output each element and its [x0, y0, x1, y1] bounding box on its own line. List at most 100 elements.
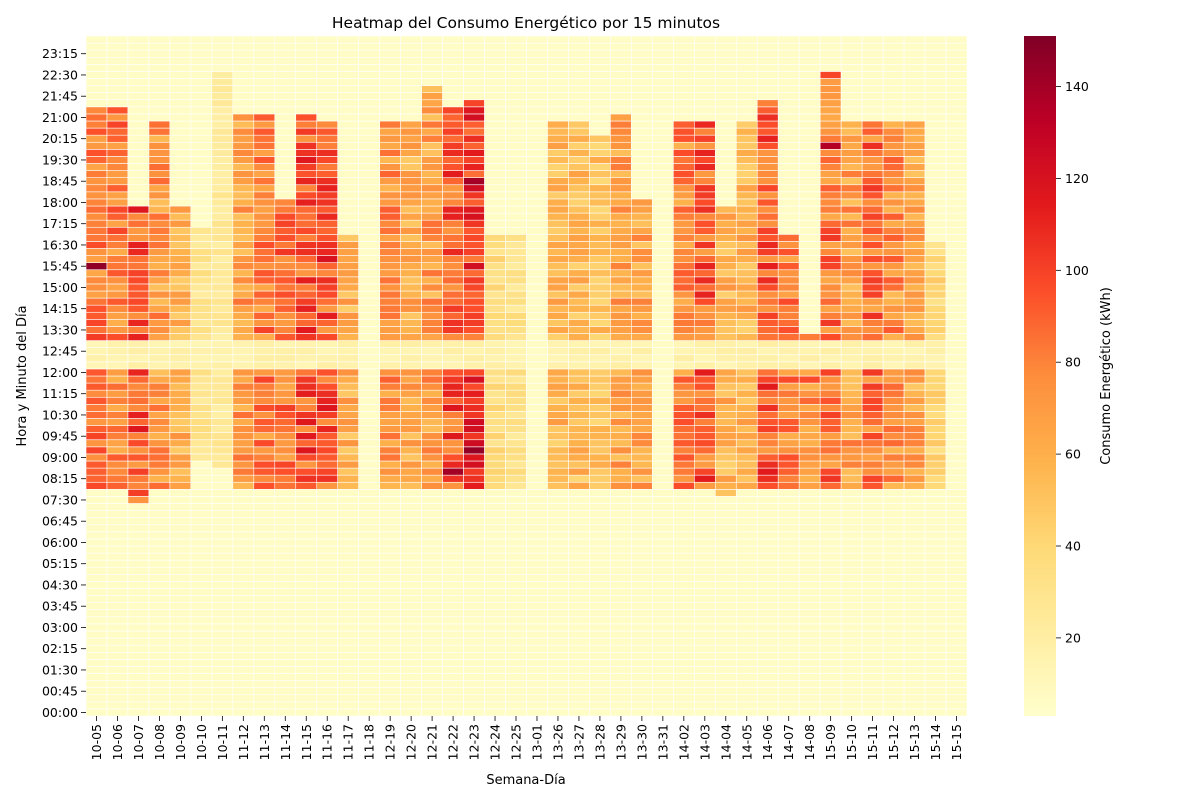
heatmap-cell — [631, 467, 653, 476]
heatmap-cell — [85, 467, 108, 476]
y-tick-label: 18:45 — [42, 174, 78, 189]
heatmap-cell — [505, 694, 527, 703]
heatmap-cell — [232, 319, 255, 327]
heatmap-cell — [400, 191, 422, 200]
heatmap-cell — [631, 156, 653, 164]
heatmap-cell — [379, 659, 401, 667]
heatmap-cell — [903, 375, 926, 384]
heatmap-cell — [295, 191, 318, 200]
heatmap-cell — [463, 701, 485, 710]
heatmap-cell — [756, 687, 779, 696]
heatmap-cell — [861, 361, 884, 370]
heatmap-cell — [694, 170, 716, 178]
heatmap-cell — [484, 368, 506, 377]
heatmap-cell — [148, 382, 171, 391]
heatmap-cell — [945, 503, 968, 511]
heatmap-cell — [295, 411, 318, 419]
heatmap-cell — [882, 226, 905, 235]
heatmap-cell — [274, 99, 297, 108]
heatmap-cell — [652, 404, 674, 412]
heatmap-cell — [295, 566, 318, 575]
heatmap-cell — [568, 106, 590, 115]
heatmap-cell — [589, 453, 611, 462]
heatmap-cell — [798, 432, 821, 441]
heatmap-cell — [274, 56, 297, 65]
heatmap-cell — [253, 241, 276, 249]
heatmap-cell — [840, 106, 863, 115]
heatmap-cell — [840, 595, 863, 603]
heatmap-cell — [819, 85, 842, 93]
heatmap-cell — [547, 262, 569, 271]
heatmap-cell — [735, 241, 758, 249]
x-tick-label: 14-06 — [760, 724, 775, 760]
heatmap-cell — [819, 347, 842, 356]
heatmap-cell — [85, 538, 108, 547]
heatmap-cell — [819, 680, 842, 688]
heatmap-cell — [484, 85, 506, 93]
heatmap-cell — [463, 49, 485, 58]
heatmap-cell — [673, 708, 695, 717]
heatmap-cell — [924, 453, 947, 462]
heatmap-cell — [694, 425, 716, 433]
heatmap-cell — [463, 42, 485, 51]
heatmap-cell — [463, 474, 485, 483]
heatmap-cell — [232, 481, 255, 490]
heatmap-cell — [861, 340, 884, 348]
heatmap-cell — [442, 460, 464, 469]
heatmap-cell — [903, 595, 926, 603]
heatmap-cell — [756, 106, 779, 115]
heatmap-cell — [127, 481, 150, 490]
heatmap-cell — [945, 35, 968, 44]
heatmap-cell — [337, 503, 359, 511]
x-tick-label: 13-30 — [634, 724, 649, 760]
heatmap-cell — [819, 588, 842, 596]
heatmap-cell — [903, 581, 926, 589]
heatmap-cell — [148, 354, 171, 363]
heatmap-cell — [442, 85, 464, 93]
heatmap-cell — [610, 581, 632, 589]
heatmap-cell — [169, 467, 192, 476]
heatmap-cell — [756, 311, 779, 320]
heatmap-cell — [421, 361, 443, 370]
heatmap-cell — [819, 120, 842, 129]
heatmap-cell — [903, 460, 926, 469]
heatmap-cell — [295, 156, 318, 164]
heatmap-cell — [463, 191, 485, 200]
heatmap-cell — [589, 64, 611, 72]
heatmap-cell — [840, 609, 863, 618]
heatmap-cell — [903, 35, 926, 44]
heatmap-cell — [840, 241, 863, 249]
heatmap-cell — [547, 453, 569, 462]
heatmap-cell — [861, 481, 884, 490]
heatmap-cell — [589, 49, 611, 58]
heatmap-cell — [526, 396, 548, 405]
heatmap-cell — [484, 396, 506, 405]
heatmap-cell — [253, 552, 276, 561]
heatmap-cell — [169, 156, 192, 164]
heatmap-cell — [673, 340, 695, 348]
heatmap-cell — [924, 666, 947, 674]
heatmap-cell — [735, 319, 758, 327]
heatmap-cell — [819, 163, 842, 171]
heatmap-cell — [505, 191, 527, 200]
y-tick-label: 04:30 — [42, 577, 78, 592]
heatmap-cell — [882, 297, 905, 306]
heatmap-cell — [463, 56, 485, 65]
heatmap-cell — [882, 311, 905, 320]
heatmap-cell — [127, 212, 150, 221]
heatmap-cell — [379, 460, 401, 469]
heatmap-cell — [631, 333, 653, 341]
heatmap-cell — [484, 446, 506, 455]
heatmap-cell — [85, 644, 108, 653]
heatmap-cell — [756, 503, 779, 511]
heatmap-cell — [610, 538, 632, 547]
heatmap-cell — [232, 347, 255, 356]
heatmap-cell — [526, 637, 548, 646]
heatmap-cell — [610, 134, 632, 143]
heatmap-cell — [756, 290, 779, 299]
heatmap-cell — [840, 687, 863, 696]
heatmap-cell — [190, 687, 213, 696]
heatmap-cell — [127, 248, 150, 256]
heatmap-cell — [106, 474, 129, 483]
heatmap-cell — [589, 226, 611, 235]
